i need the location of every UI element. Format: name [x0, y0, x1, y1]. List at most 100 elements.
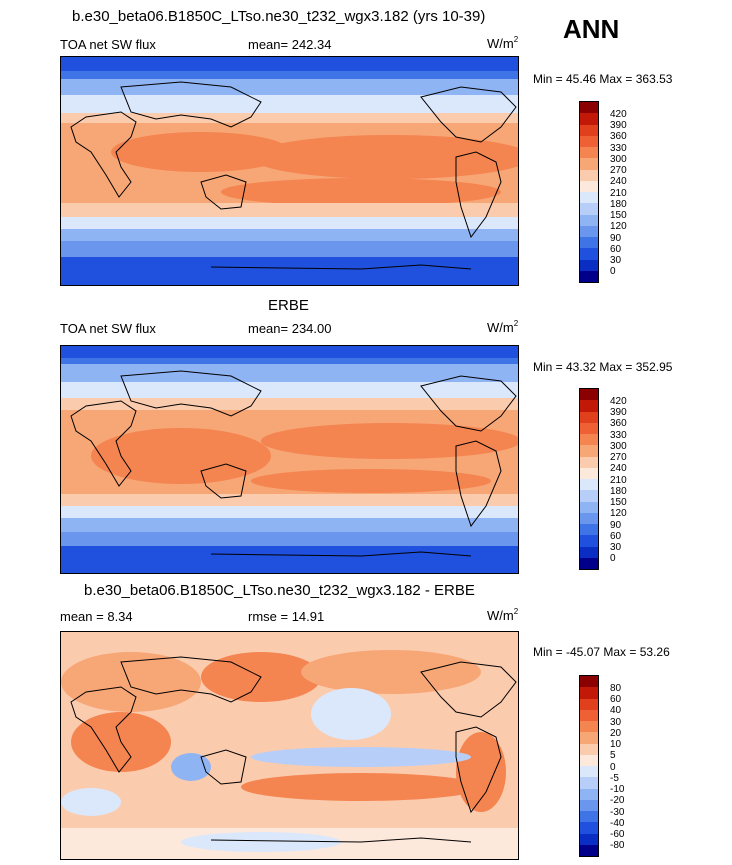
panel1-colorbar-tick: 0	[610, 266, 616, 277]
panel2-field	[61, 346, 518, 573]
panel2-colorbar	[579, 388, 599, 570]
panel1-colorbar-tick: 420	[610, 109, 627, 120]
panel2-minmax: Min = 43.32 Max = 352.95	[533, 360, 673, 374]
panel1-colorbar-bin	[580, 124, 598, 136]
panel2-colorbar-bin	[580, 467, 598, 479]
season-label: ANN	[563, 14, 620, 44]
panel3-colorbar-tick: 60	[610, 694, 622, 705]
panel3-rmse: rmse = 14.91	[248, 609, 325, 624]
panel2-colorbar-bin	[580, 445, 598, 457]
panel2-colorbar-tick: 180	[610, 486, 627, 497]
panel2-colorbar-tick: 330	[610, 430, 627, 441]
panel1-colorbar-tick: 180	[610, 199, 627, 210]
panel2-colorbar-tick: 360	[610, 418, 627, 429]
panel2-colorbar-bin	[580, 490, 598, 502]
panel3-colorbar-tick: 10	[610, 739, 622, 750]
panel3-unit: W/m2	[487, 607, 519, 623]
panel1-colorbar	[579, 101, 599, 283]
panel1-variable: TOA net SW flux	[60, 37, 156, 52]
panel1-colorbar-bin	[580, 147, 598, 159]
panel3-mean: mean = 8.34	[60, 609, 133, 624]
panel1-map	[60, 56, 519, 286]
panel2-colorbar-bin	[580, 512, 598, 524]
panel1-colorbar-tick: 240	[610, 176, 627, 187]
panel2-colorbar-bin	[580, 557, 598, 569]
panel2-colorbar-tick: 270	[610, 452, 627, 463]
panel2-colorbar-tick: 60	[610, 531, 622, 542]
panel2-map	[60, 345, 519, 574]
panel3-colorbar-tick: 30	[610, 717, 622, 728]
panel3-colorbar	[579, 675, 599, 857]
panel1-colorbar-bin	[580, 259, 598, 271]
panel3-colorbar-bin	[580, 698, 598, 710]
panel3-colorbar-bin	[580, 687, 598, 699]
panel2-variable: TOA net SW flux	[60, 321, 156, 336]
panel3-colorbar-bin	[580, 788, 598, 800]
panel3-colorbar-tick: -60	[610, 829, 625, 840]
panel1-unit: W/m2	[487, 35, 519, 51]
panel2-colorbar-tick: 300	[610, 441, 627, 452]
panel3-colorbar-tick: -20	[610, 795, 625, 806]
panel3-colorbar-bin	[580, 822, 598, 834]
panel1-colorbar-tick: 270	[610, 165, 627, 176]
panel1-colorbar-tick: 300	[610, 154, 627, 165]
panel3-colorbar-tick: 40	[610, 705, 622, 716]
panel1-title: b.e30_beta06.B1850C_LTso.ne30_t232_wgx3.…	[72, 8, 486, 25]
panel1-colorbar-bin	[580, 135, 598, 147]
panel1-mean: mean= 242.34	[248, 37, 332, 52]
panel2-colorbar-bin	[580, 456, 598, 468]
panel2-colorbar-bin	[580, 524, 598, 536]
panel2-unit: W/m2	[487, 319, 519, 335]
panel1-colorbar-tick: 120	[610, 221, 627, 232]
panel3-colorbar-bin	[580, 709, 598, 721]
panel1-colorbar-tick: 360	[610, 131, 627, 142]
panel1-colorbar-bin	[580, 158, 598, 170]
panel3-colorbar-tick: 5	[610, 750, 616, 761]
panel3-map	[60, 631, 519, 860]
panel3-colorbar-tick: -80	[610, 840, 625, 851]
panel3-colorbar-tick: -30	[610, 807, 625, 818]
panel2-colorbar-bin	[580, 434, 598, 446]
panel1-colorbar-bin	[580, 102, 598, 114]
panel1-colorbar-tick: 390	[610, 120, 627, 131]
panel2-colorbar-tick: 30	[610, 542, 622, 553]
panel3-colorbar-tick: -10	[610, 784, 625, 795]
panel2-colorbar-tick: 90	[610, 520, 622, 531]
panel1-colorbar-tick: 30	[610, 255, 622, 266]
panel3-colorbar-bin	[580, 799, 598, 811]
panel2-colorbar-tick: 150	[610, 497, 627, 508]
panel3-colorbar-bin	[580, 811, 598, 823]
panel2-colorbar-bin	[580, 501, 598, 513]
panel1-colorbar-bin	[580, 169, 598, 181]
panel3-colorbar-bin	[580, 721, 598, 733]
panel1-colorbar-tick: 90	[610, 233, 622, 244]
panel1-colorbar-bin	[580, 180, 598, 192]
panel3-colorbar-bin	[580, 833, 598, 845]
panel3-colorbar-bin	[580, 754, 598, 766]
panel1-colorbar-bin	[580, 113, 598, 125]
panel2-colorbar-bin	[580, 422, 598, 434]
panel1-field	[61, 57, 518, 285]
panel1-colorbar-bin	[580, 192, 598, 204]
panel3-colorbar-bin	[580, 743, 598, 755]
panel2-mean: mean= 234.00	[248, 321, 332, 336]
panel3-colorbar-tick: 20	[610, 728, 622, 739]
panel3-colorbar-bin	[580, 844, 598, 856]
panel1-colorbar-tick: 330	[610, 143, 627, 154]
panel3-title: b.e30_beta06.B1850C_LTso.ne30_t232_wgx3.…	[84, 582, 475, 599]
panel2-colorbar-bin	[580, 411, 598, 423]
panel2-colorbar-tick: 390	[610, 407, 627, 418]
panel2-colorbar-bin	[580, 546, 598, 558]
panel2-colorbar-tick: 0	[610, 553, 616, 564]
panel1-colorbar-tick: 150	[610, 210, 627, 221]
panel1-colorbar-bin	[580, 203, 598, 215]
panel3-minmax: Min = -45.07 Max = 53.26	[533, 645, 670, 659]
panel3-colorbar-bin	[580, 732, 598, 744]
panel3-colorbar-tick: -5	[610, 773, 619, 784]
panel2-colorbar-tick: 210	[610, 475, 627, 486]
panel3-colorbar-bin	[580, 766, 598, 778]
panel1-colorbar-bin	[580, 214, 598, 226]
panel2-title: ERBE	[268, 297, 309, 314]
panel3-colorbar-bin	[580, 676, 598, 688]
panel2-colorbar-tick: 240	[610, 463, 627, 474]
